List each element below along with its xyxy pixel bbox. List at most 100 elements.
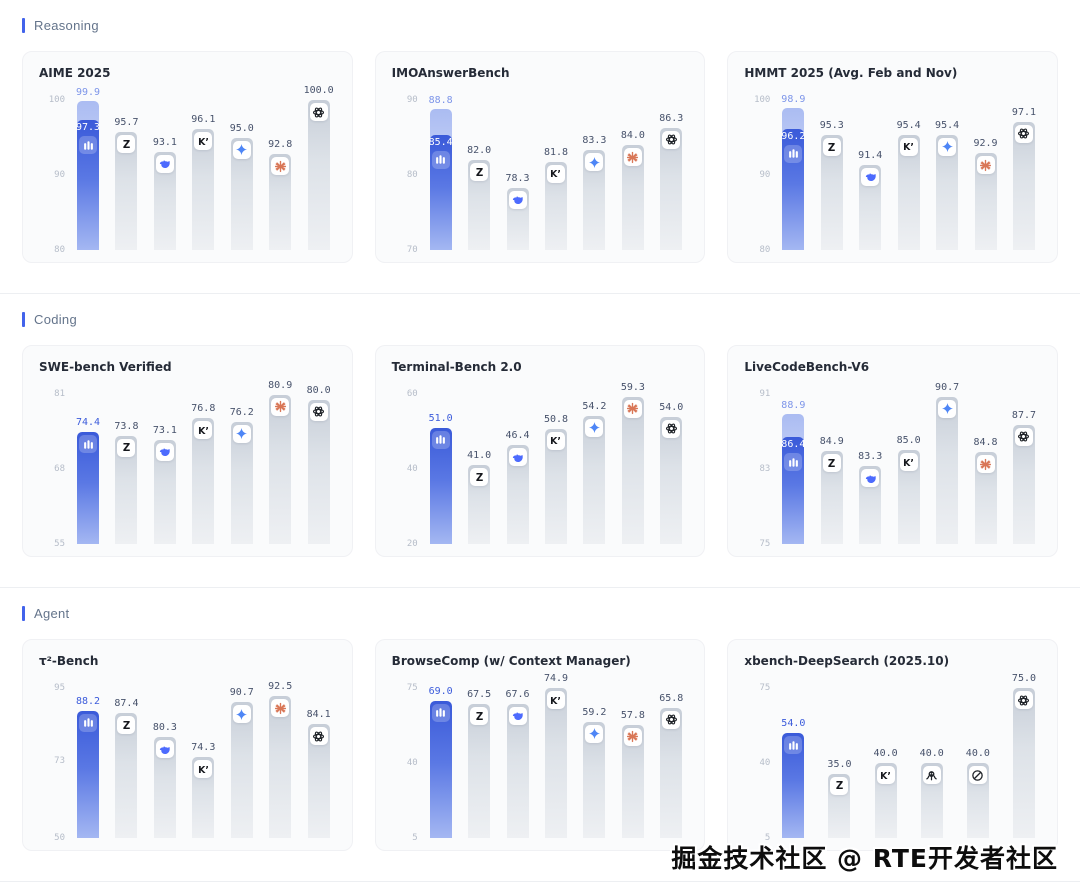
value-label: 40.0	[919, 748, 944, 759]
svg-text:K’: K’	[880, 771, 891, 782]
svg-text:K’: K’	[551, 696, 562, 707]
section-accent-bar	[22, 312, 25, 327]
svg-text:Z: Z	[123, 140, 130, 151]
bar-column: 75.0	[1011, 673, 1037, 838]
value-label: 76.2	[229, 406, 254, 418]
deepseek-whale-icon	[861, 167, 880, 186]
kimi-k-icon: K’	[194, 132, 213, 151]
openai-icon	[662, 130, 681, 149]
y-axis-tick-label: 75	[406, 683, 418, 693]
bar	[506, 187, 529, 250]
glm-z-icon: Z	[830, 776, 849, 795]
bar	[230, 702, 253, 838]
bar-group: 99.9 97.3 95.7 Z 93.1 96.1 K’ 95.0 92.8 100.0	[75, 85, 334, 250]
value-label: 75.0	[1011, 673, 1037, 684]
section-accent-bar	[22, 606, 25, 621]
svg-text:Z: Z	[475, 168, 482, 179]
chart-title: xbench-DeepSearch (2025.10)	[744, 654, 950, 668]
bar: Z	[115, 713, 138, 838]
value-label: 92.5	[268, 681, 293, 693]
bar-column: 73.1	[152, 394, 178, 544]
value-label: 92.8	[268, 139, 293, 150]
openai-icon	[1014, 427, 1033, 446]
y-axis-tick-label: 40	[759, 758, 771, 768]
claude-burst-icon	[271, 699, 290, 718]
value-label: 65.8	[659, 692, 684, 704]
gemini-star-icon	[232, 424, 251, 443]
chart-title: Terminal-Bench 2.0	[391, 360, 522, 374]
kimi-k-icon: K’	[899, 137, 918, 156]
plot-area: 75 40 5 54.0 35.0 Z 40.0 K’ 40.0 40.0 75.0	[744, 673, 1041, 843]
bar: K’	[874, 763, 897, 838]
bar-column: 95.3 Z	[819, 100, 845, 250]
bar-column: 40.0	[919, 688, 945, 838]
bar-column: 95.4 K’	[896, 100, 922, 250]
svg-text:Z: Z	[475, 473, 482, 484]
svg-text:K’: K’	[198, 426, 209, 437]
bar-column: 73.8 Z	[113, 394, 139, 544]
bar	[1012, 688, 1035, 838]
chart-title: BrowseComp (w/ Context Manager)	[391, 654, 631, 668]
bar-column: 65.8	[658, 688, 684, 838]
primary-model-icon	[784, 453, 803, 472]
bar-column: 100.0	[304, 85, 334, 250]
bar-column: 95.0	[229, 100, 255, 250]
gemini-star-icon	[585, 724, 604, 743]
y-axis-tick-label: 5	[412, 833, 418, 843]
bar-column: 88.2	[75, 688, 101, 838]
bar	[1012, 424, 1035, 544]
bar	[974, 452, 997, 544]
value-label: 46.4	[505, 430, 530, 441]
chart-card: LiveCodeBench-V6 91 83 75 88.9 86.4 84.9 Z 83.3 8…	[727, 345, 1059, 557]
bar	[859, 164, 882, 250]
highlight-bar: 86.4	[781, 437, 805, 544]
value-label: 97.1	[1011, 106, 1037, 118]
bar	[269, 696, 292, 838]
y-axis-tick-label: 83	[759, 464, 771, 474]
value-label: 92.9	[973, 138, 998, 150]
y-axis-tick-label: 100	[754, 95, 771, 105]
primary-model-icon	[79, 435, 97, 454]
glm-z-icon: Z	[470, 707, 489, 726]
bar-column: 54.2	[581, 394, 607, 544]
bar	[936, 396, 959, 544]
bar-column: 85.0 K’	[896, 394, 922, 544]
value-label: 54.2	[582, 400, 607, 412]
chart-title: SWE-bench Verified	[39, 360, 172, 374]
y-axis-tick-label: 68	[54, 464, 65, 474]
bar-column: 84.1	[306, 688, 332, 838]
bar-column: 98.9 96.2	[780, 94, 806, 250]
claude-burst-icon	[623, 727, 642, 746]
value-label: 84.9	[819, 436, 844, 448]
claude-burst-icon	[976, 455, 995, 474]
bar-column: 69.0	[428, 686, 454, 838]
deepseek-whale-icon	[508, 706, 527, 725]
deepseek-whale-icon	[508, 190, 527, 209]
value-label: 74.3	[191, 742, 216, 753]
bar-column: 95.4	[934, 100, 960, 250]
bar	[307, 399, 330, 544]
deepseek-whale-icon	[155, 442, 174, 461]
value-label: 90.7	[935, 381, 960, 393]
plot-area: 75 40 5 69.0 67.5 Z 67.6 74.9 K’ 59.2 57.8 65.8	[392, 673, 689, 843]
value-label: 76.8	[191, 403, 216, 415]
bar: K’	[192, 757, 215, 838]
glm-z-icon: Z	[822, 138, 841, 157]
plot-area: 81 68 55 74.4 73.8 Z 73.1 76.8 K’ 76.2 80.9 80.0	[39, 380, 336, 549]
gemini-star-icon	[232, 140, 251, 159]
value-label: 69.0	[428, 685, 453, 697]
section-coding: Coding SWE-bench Verified 81 68 55 74.4 73.8 Z…	[0, 294, 1080, 588]
bar	[307, 100, 330, 250]
bar-group: 51.0 41.0 Z 46.4 50.8 K’ 54.2 59.3 54.0	[428, 382, 685, 544]
bar	[621, 724, 644, 838]
aux-value-label: 88.9	[781, 399, 806, 411]
y-axis-tick-label: 5	[764, 833, 771, 843]
bar: Z	[820, 135, 843, 250]
svg-text:K’: K’	[903, 458, 914, 469]
highlight-bar	[77, 432, 99, 544]
value-label: 57.8	[620, 709, 645, 721]
bar	[269, 394, 292, 544]
value-label: 88.2	[75, 695, 101, 707]
claude-burst-icon	[271, 397, 290, 416]
